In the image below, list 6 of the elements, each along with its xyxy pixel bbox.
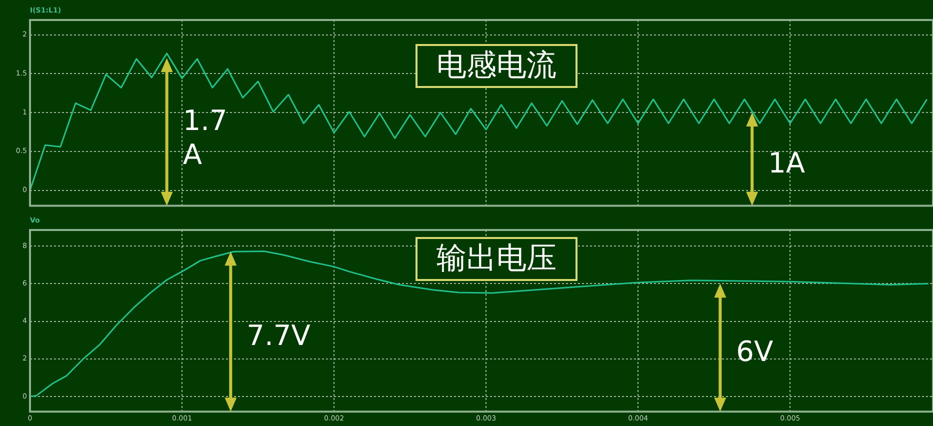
annotation: 6V — [736, 334, 774, 368]
annotation: 1.7 A — [182, 104, 228, 172]
annotation: 1A — [768, 146, 806, 180]
chart-title: 输出电压 — [436, 240, 556, 276]
annotation: 7.7V — [246, 318, 310, 352]
text: 电感电流 — [436, 48, 556, 83]
